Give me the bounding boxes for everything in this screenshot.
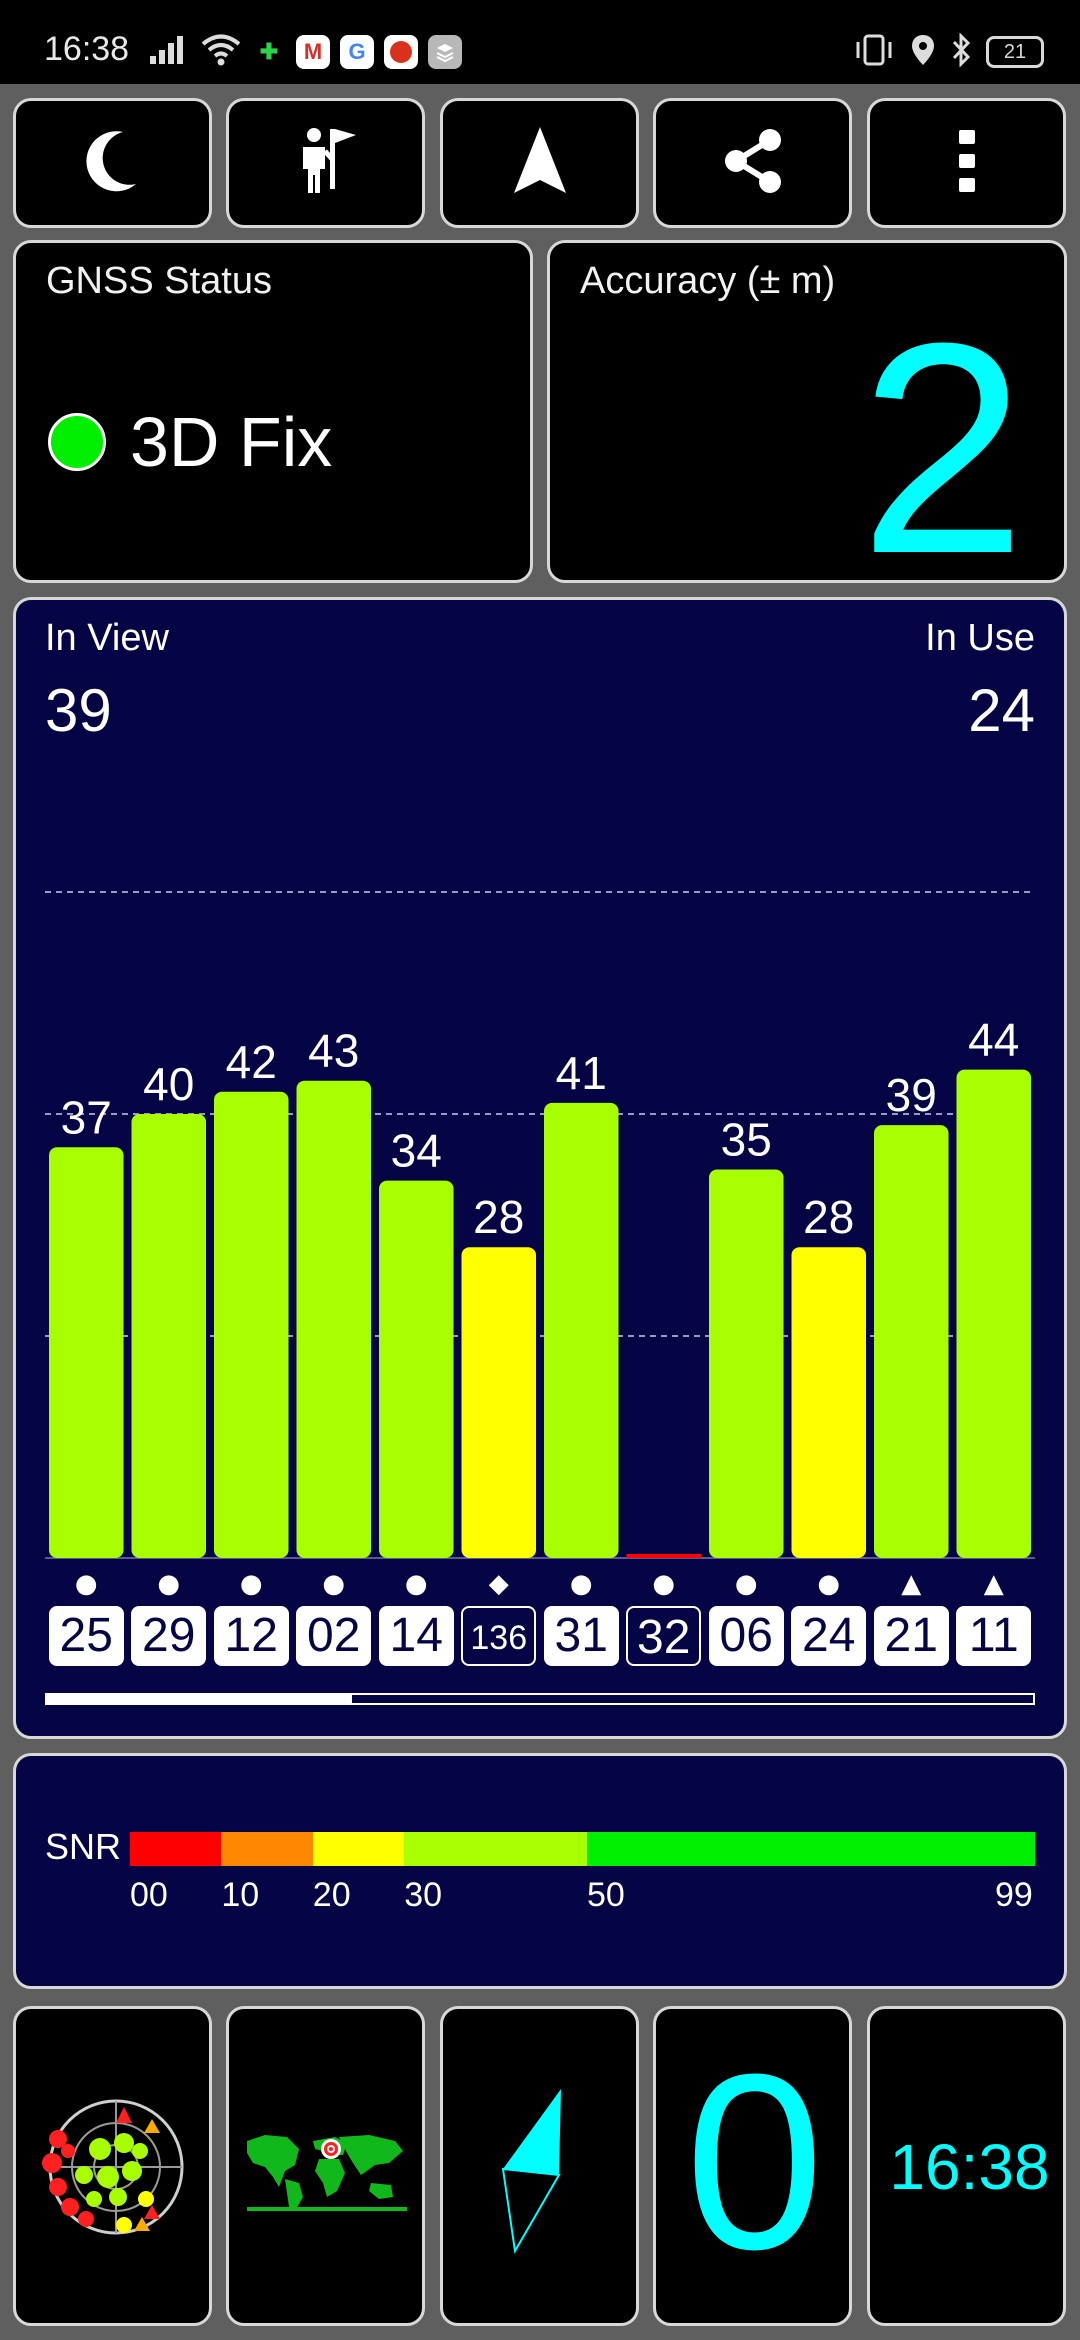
tracking-button[interactable] xyxy=(226,98,425,228)
snr-tick-label: 20 xyxy=(312,1876,351,1914)
snr-scale-panel xyxy=(13,1753,1067,1989)
moon-icon xyxy=(78,126,148,201)
in-use-value: 24 xyxy=(968,677,1035,744)
compass-icon xyxy=(501,2079,581,2264)
snr-scale-segment xyxy=(404,1832,587,1866)
in-use-label: In Use xyxy=(925,617,1035,659)
prn-label-21: 21 xyxy=(873,1606,949,1666)
prn-label-11: 11 xyxy=(956,1606,1032,1666)
prn-label-12: 12 xyxy=(213,1606,289,1666)
puzzle-app-icon: ✚ xyxy=(259,39,279,64)
clock-time: 16:38 xyxy=(889,2131,1050,2203)
snr-tick-label: 50 xyxy=(587,1876,625,1914)
share-icon xyxy=(718,126,788,201)
compass-button[interactable] xyxy=(440,2006,639,2326)
snr-scale-segment xyxy=(312,1832,405,1866)
prn-label-14: 14 xyxy=(378,1606,454,1666)
prn-label-31: 31 xyxy=(543,1606,619,1666)
accuracy-value: 2 xyxy=(859,280,1026,616)
more-vert-icon xyxy=(955,126,979,201)
snr-scale-segment xyxy=(221,1832,313,1866)
clock-panel[interactable] xyxy=(867,2006,1066,2326)
signal-chart-panel[interactable] xyxy=(13,597,1067,1739)
in-view-value: 39 xyxy=(45,677,112,744)
sky-plot-icon xyxy=(28,2079,198,2254)
signal-icon xyxy=(148,34,190,71)
snr-scale-segment xyxy=(587,1832,1035,1866)
sky-plot-button[interactable] xyxy=(13,2006,212,2326)
person-flag-icon xyxy=(290,125,362,202)
vibrate-icon xyxy=(852,33,896,72)
snr-tick-label: 99 xyxy=(995,1876,1033,1914)
fix-status-text: 3D Fix xyxy=(130,403,333,481)
google-icon: G xyxy=(340,35,374,69)
prn-label-25: 25 xyxy=(48,1606,124,1666)
snr-tick-label: 10 xyxy=(221,1876,260,1914)
in-view-label: In View xyxy=(45,617,169,659)
night-mode-button[interactable] xyxy=(13,98,212,228)
snr-tick-label: 00 xyxy=(130,1876,168,1914)
status-time: 16:38 xyxy=(44,30,130,68)
gmail-icon: M xyxy=(296,35,330,69)
snr-scale-segment xyxy=(130,1832,222,1866)
prn-label-32: 32 xyxy=(626,1606,702,1666)
status-left-icons: ✚ M G xyxy=(148,32,462,72)
snr-tick-label: 30 xyxy=(404,1876,443,1914)
prn-label-136: 136 xyxy=(461,1606,537,1666)
more-options-button[interactable] xyxy=(867,98,1066,228)
speed-value: 0 xyxy=(684,2022,825,2301)
location-icon xyxy=(910,33,936,72)
navigation-arrow-icon xyxy=(510,125,570,202)
layers-app-icon xyxy=(428,35,462,69)
navigation-button[interactable] xyxy=(440,98,639,228)
wifi-icon xyxy=(200,33,242,72)
snr-label: SNR xyxy=(45,1826,122,1867)
gnss-status-panel xyxy=(13,240,533,583)
prn-label-06: 06 xyxy=(708,1606,784,1666)
speed-panel[interactable] xyxy=(653,2006,852,2326)
fix-indicator-dot xyxy=(48,413,106,471)
chart-scrollbar-thumb[interactable] xyxy=(45,1693,352,1705)
bluetooth-icon xyxy=(950,31,972,72)
status-bar: 16:38 ✚ M G 21 xyxy=(0,0,1080,84)
prn-label-02: 02 xyxy=(296,1606,372,1666)
share-button[interactable] xyxy=(653,98,852,228)
world-map-icon xyxy=(243,2127,411,2220)
accuracy-label: Accuracy (± m) xyxy=(580,260,836,302)
prn-label-29: 29 xyxy=(131,1606,207,1666)
status-right-icons: 21 xyxy=(852,31,1044,72)
battery-icon: 21 xyxy=(986,36,1044,68)
red-app-icon xyxy=(384,35,418,69)
gnss-status-label: GNSS Status xyxy=(46,260,272,302)
prn-label-24: 24 xyxy=(791,1606,867,1666)
accuracy-panel xyxy=(547,240,1067,583)
world-map-button[interactable] xyxy=(226,2006,425,2326)
